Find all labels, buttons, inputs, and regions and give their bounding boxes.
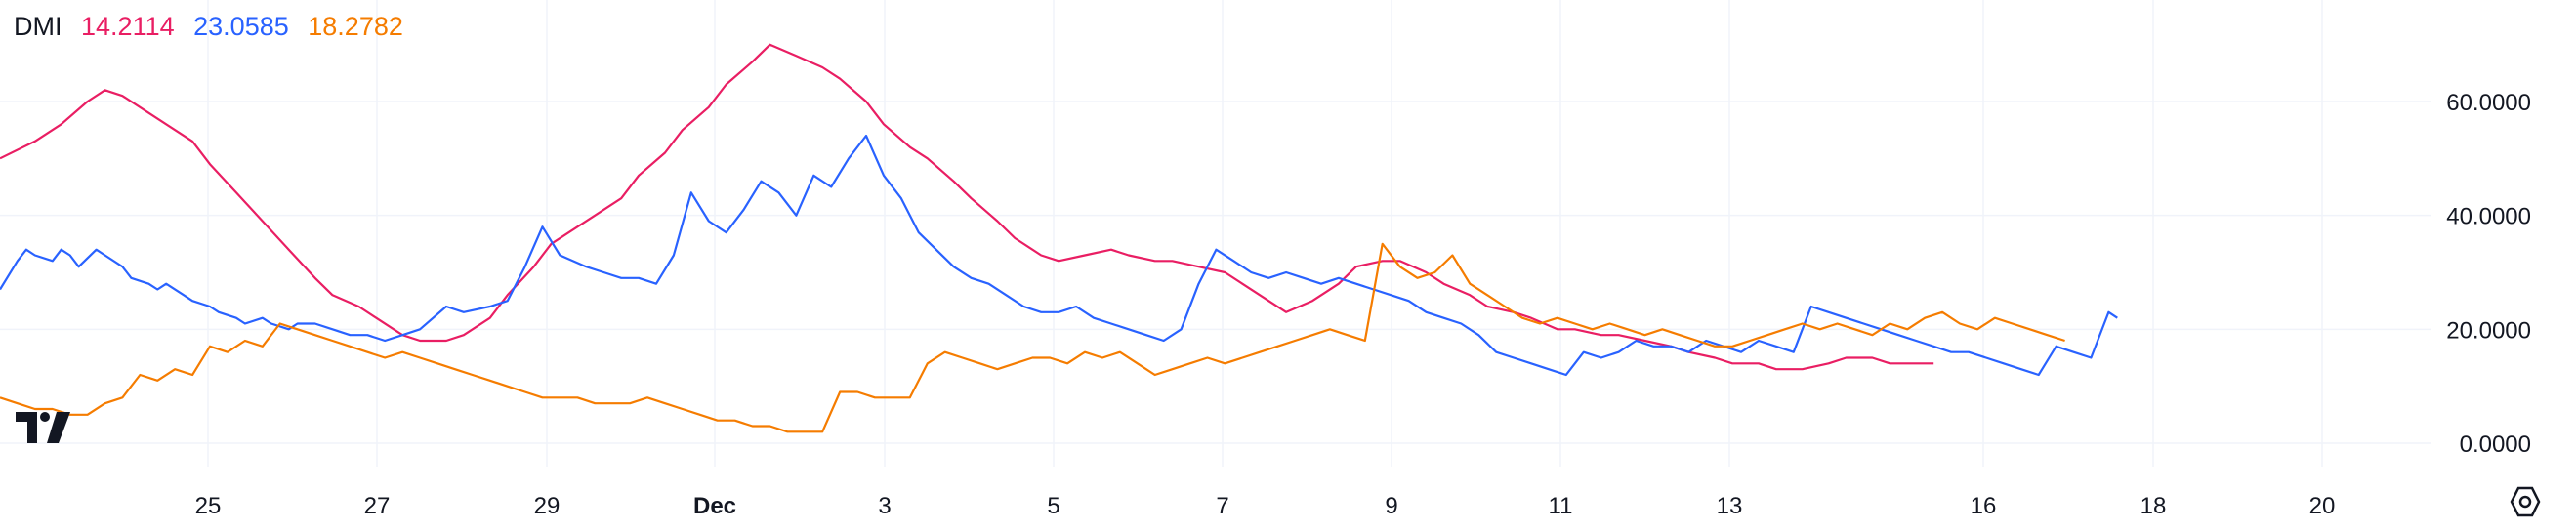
y-tick-label: 20.0000: [2446, 317, 2531, 344]
x-tick-label: 29: [534, 493, 561, 519]
x-tick-label: 3: [878, 493, 891, 519]
x-tick-label: 18: [2140, 493, 2167, 519]
x-tick-label: 16: [1971, 493, 1997, 519]
dmi-value-pink: 14.2114: [81, 12, 175, 41]
dmi-value-blue: 23.0585: [193, 12, 289, 41]
x-tick-label: 25: [195, 493, 222, 519]
dmi-value-orange: 18.2782: [308, 12, 403, 41]
x-tick-label: Dec: [693, 493, 736, 519]
dmi-series-line-2[interactable]: [0, 242, 2065, 433]
x-tick-label: 9: [1385, 493, 1397, 519]
dmi-series-line-1[interactable]: [0, 134, 2118, 377]
x-tick-label: 27: [364, 493, 391, 519]
y-tick-label: 0.0000: [2460, 431, 2531, 458]
y-tick-label: 60.0000: [2446, 90, 2531, 116]
y-tick-label: 40.0000: [2446, 204, 2531, 230]
x-tick-label: 13: [1717, 493, 1743, 519]
indicator-name: DMI: [14, 12, 62, 41]
x-tick-label: 5: [1047, 493, 1059, 519]
tradingview-logo-icon[interactable]: [16, 410, 80, 449]
chart-settings-icon[interactable]: [2508, 484, 2543, 519]
dmi-series-line-0[interactable]: [0, 43, 1934, 371]
dmi-legend: DMI 14.2114 23.0585 18.2782: [14, 12, 415, 42]
x-tick-label: 11: [1549, 493, 1573, 519]
x-tick-label: 20: [2309, 493, 2336, 519]
x-tick-label: 7: [1216, 493, 1228, 519]
